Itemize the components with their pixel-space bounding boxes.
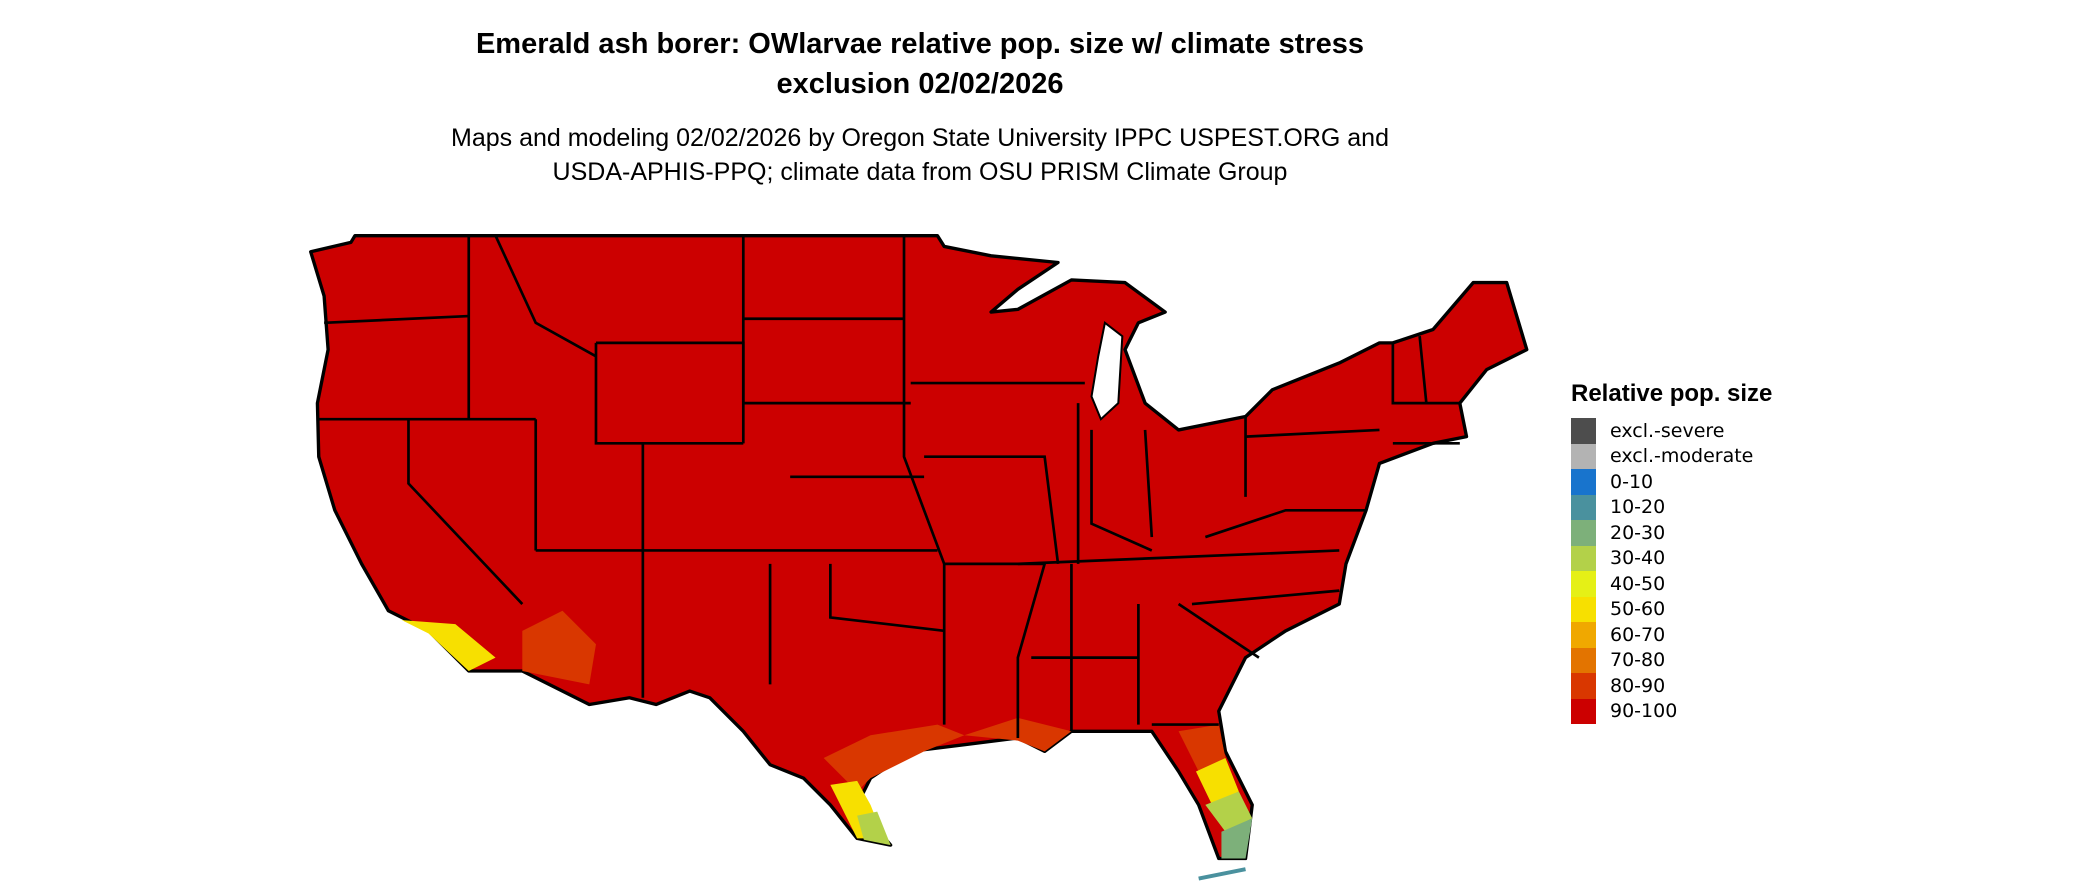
legend-item: 50-60 <box>1571 596 1772 622</box>
legend-swatch <box>1571 698 1596 724</box>
legend-swatch <box>1571 443 1596 469</box>
legend-swatch <box>1571 520 1596 546</box>
legend-item: 30-40 <box>1571 545 1772 571</box>
legend-item: 70-80 <box>1571 647 1772 673</box>
us-outline <box>309 234 1529 861</box>
region-10-20-keys <box>1198 867 1246 881</box>
legend-item: 60-70 <box>1571 622 1772 648</box>
legend-label: 50-60 <box>1610 598 1666 621</box>
legend-item: 10-20 <box>1571 494 1772 520</box>
map-title-line2: exclusion 02/02/2026 <box>776 68 1064 100</box>
legend-label: 0-10 <box>1610 470 1654 493</box>
legend-item: excl.-moderate <box>1571 443 1772 469</box>
region-30-40-florida <box>1205 791 1253 832</box>
legend-label: 20-30 <box>1610 521 1666 544</box>
legend-swatch <box>1571 622 1596 648</box>
legend-swatch <box>1571 571 1596 597</box>
region-20-30-florida <box>1221 818 1253 859</box>
legend-swatch <box>1571 469 1596 495</box>
legend-swatch <box>1571 647 1596 673</box>
legend-swatch <box>1571 494 1596 520</box>
region-50-60-florida <box>1195 758 1239 805</box>
map-subtitle-line2: USDA-APHIS-PPQ; climate data from OSU PR… <box>552 158 1288 186</box>
legend: Relative pop. size excl.-severe excl.-mod… <box>1571 380 1772 724</box>
legend-item: 0-10 <box>1571 469 1772 495</box>
region-50-60-socal <box>401 620 496 671</box>
legend-label: 10-20 <box>1610 496 1666 519</box>
legend-item: 80-90 <box>1571 673 1772 699</box>
legend-swatch <box>1571 418 1596 444</box>
legend-swatch <box>1571 545 1596 571</box>
legend-label: 90-100 <box>1610 700 1678 723</box>
lake-michigan <box>1090 321 1124 421</box>
legend-item: excl.-severe <box>1571 418 1772 444</box>
legend-label: 70-80 <box>1610 649 1666 672</box>
legend-label: 40-50 <box>1610 572 1666 595</box>
legend-label: excl.-moderate <box>1610 445 1754 468</box>
legend-label: 80-90 <box>1610 674 1666 697</box>
legend-label: excl.-severe <box>1610 419 1725 442</box>
state-boundaries <box>317 235 1460 738</box>
legend-item: 90-100 <box>1571 698 1772 724</box>
region-80-90-gulf <box>823 724 965 792</box>
region-80-90-florida <box>1178 724 1226 772</box>
legend-label: 60-70 <box>1610 623 1666 646</box>
legend-swatch <box>1571 596 1596 622</box>
legend-item: 20-30 <box>1571 520 1772 546</box>
legend-label: 30-40 <box>1610 547 1666 570</box>
region-30-40-texas <box>857 811 891 846</box>
legend-swatch <box>1571 673 1596 699</box>
legend-title: Relative pop. size <box>1571 380 1773 407</box>
map-subtitle-line1: Maps and modeling 02/02/2026 by Oregon S… <box>451 124 1389 152</box>
region-80-90-arizona <box>522 610 596 685</box>
map-title-line1: Emerald ash borer: OWlarvae relative pop… <box>475 28 1365 60</box>
legend-item: 40-50 <box>1571 571 1772 597</box>
